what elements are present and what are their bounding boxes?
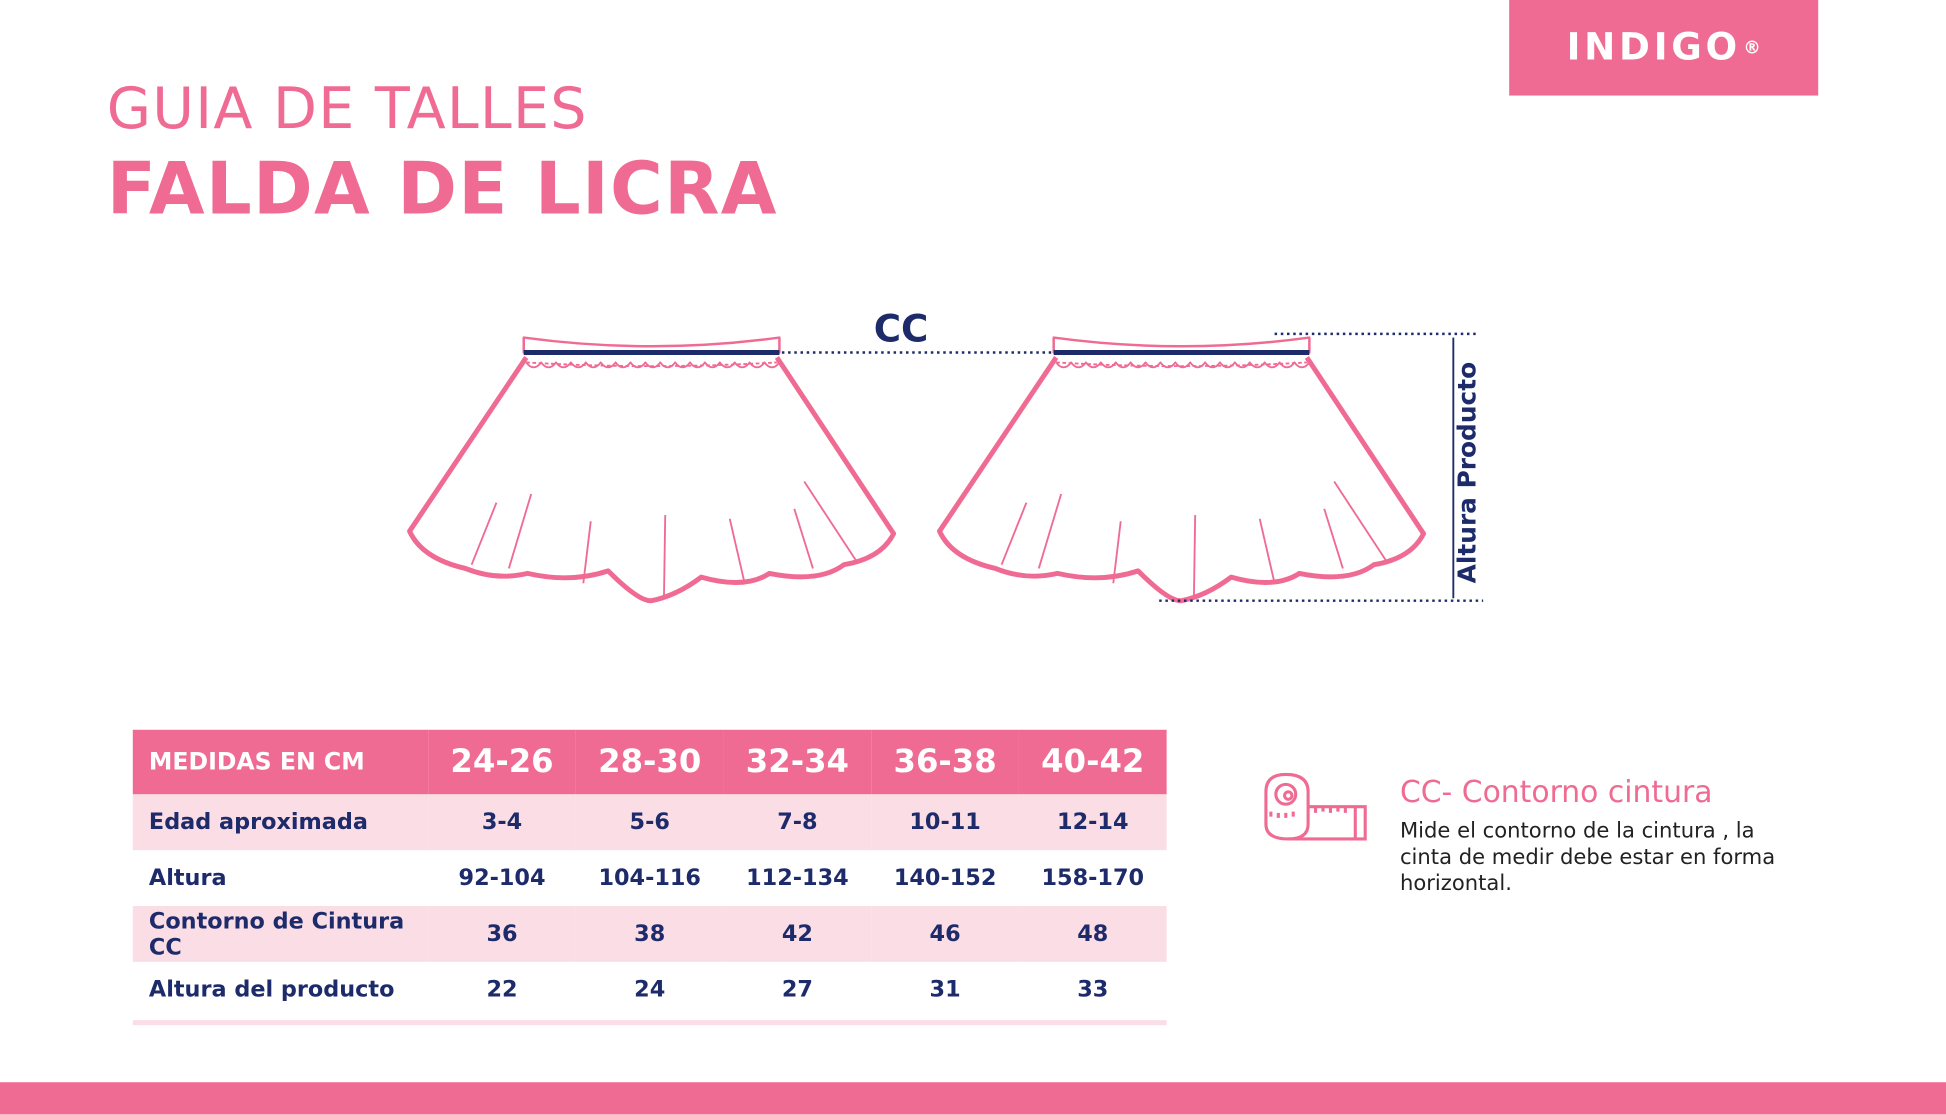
- table-row: Edad aproximada 3-4 5-6 7-8 10-11 12-14: [132, 794, 1167, 851]
- cell: 31: [929, 976, 961, 1003]
- header-cell: MEDIDAS EN CM: [132, 729, 429, 795]
- cell: 36: [428, 906, 576, 962]
- cell: 3-4: [428, 794, 576, 851]
- cell: 140-152: [893, 865, 997, 892]
- skirt-diagram: [407, 332, 1484, 695]
- skirt-front-illustration: [407, 336, 897, 604]
- header-cell: 36-38: [871, 729, 1019, 795]
- product-title: FALDA DE LICRA: [106, 146, 778, 231]
- table-header: MEDIDAS EN CM 24-26 28-30 32-34 36-38 40…: [132, 729, 1167, 795]
- cell: 33: [1077, 976, 1109, 1003]
- height-label: Altura Producto: [1452, 361, 1482, 584]
- skirt-back-illustration: [940, 338, 1424, 601]
- row-label: Edad aproximada: [132, 794, 429, 851]
- row-label: Altura del producto: [148, 976, 395, 1003]
- footer-bar: [0, 1082, 1946, 1115]
- cc-label: CC: [873, 307, 929, 352]
- cell: 112-134: [746, 865, 849, 892]
- cell: 22: [486, 976, 518, 1003]
- cell: 48: [1018, 906, 1167, 962]
- brand-logo: INDIGO ®: [1509, 0, 1819, 96]
- cell: 12-14: [1018, 794, 1167, 851]
- note-text: Mide el contorno de la cintura , la cint…: [1399, 819, 1776, 897]
- table-row: Contorno de Cintura CC 36 38 42 46 48: [132, 906, 1167, 962]
- size-table: MEDIDAS EN CM 24-26 28-30 32-34 36-38 40…: [132, 729, 1167, 1018]
- cell: 10-11: [871, 794, 1019, 851]
- cell: 5-6: [575, 794, 724, 851]
- cell: 158-170: [1041, 865, 1145, 892]
- cell: 92-104: [458, 865, 546, 892]
- cell: 104-116: [598, 865, 701, 892]
- measuring-tape-icon: [1264, 772, 1367, 841]
- header-cell: 32-34: [723, 729, 872, 795]
- cell: 42: [723, 906, 872, 962]
- row-label: Altura: [148, 865, 227, 892]
- header-cell: 28-30: [575, 729, 724, 795]
- cell: 24: [634, 976, 666, 1003]
- note-title: CC- Contorno cintura: [1399, 774, 1713, 810]
- header-cell: 24-26: [428, 729, 576, 795]
- table-row: Altura del producto 22 24 27 31 33: [133, 962, 1167, 1018]
- table-bottom-rule: [132, 1020, 1167, 1026]
- cell: 7-8: [723, 794, 872, 851]
- row-label: Contorno de Cintura CC: [132, 906, 429, 962]
- table-row: Altura 92-104 104-116 112-134 140-152 158-17…: [133, 850, 1167, 906]
- guide-title: GUIA DE TALLES: [106, 74, 588, 142]
- header-cell: 40-42: [1018, 729, 1167, 795]
- cell: 38: [575, 906, 724, 962]
- cell: 27: [781, 976, 813, 1003]
- cell: 46: [871, 906, 1019, 962]
